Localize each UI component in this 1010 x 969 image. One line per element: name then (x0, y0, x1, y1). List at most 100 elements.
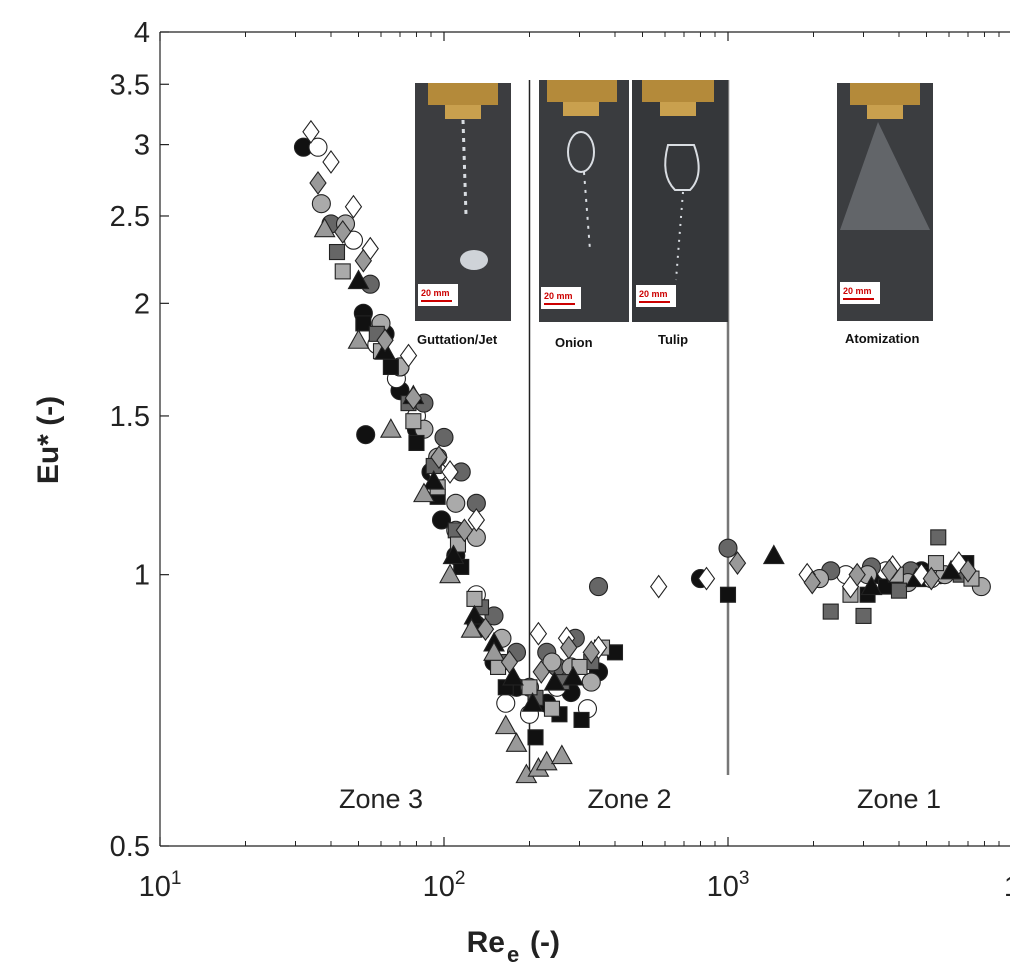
y-tick-label: 0.5 (110, 831, 150, 863)
data-point-square (334, 263, 351, 280)
data-point-diamond (728, 551, 747, 576)
data-points (293, 119, 991, 784)
data-point-triangle (379, 418, 402, 438)
x-axis-title-subscript: e (507, 942, 519, 964)
y-axis-title-text: Eu* (-) (32, 396, 65, 484)
data-point-square (855, 607, 872, 624)
axis-tick-labels: 101 102 103 1 0.5 1 1.5 2 2.5 3 3.5 4 (110, 17, 1010, 903)
data-point-triangle (860, 575, 883, 596)
spray-cone-icon (840, 122, 930, 230)
data-point-square (890, 582, 908, 599)
inset-scale-label: 20 mm (843, 286, 872, 296)
data-point-diamond (697, 566, 716, 591)
inset-scale-label: 20 mm (639, 289, 668, 299)
data-point-circle (718, 538, 738, 558)
data-point-triangle (413, 482, 435, 503)
zone-label: Zone 2 (587, 784, 671, 814)
data-point-circle (581, 672, 601, 692)
inset-atomization: 20 mm Atomization (837, 83, 933, 346)
data-point-diamond (529, 621, 548, 646)
data-point-diamond (803, 570, 821, 595)
data-point-square (822, 603, 839, 620)
data-point-diamond (322, 150, 340, 174)
data-point-square (573, 711, 590, 728)
inset-label-onion: Onion (555, 335, 593, 350)
data-point-diamond (334, 220, 352, 244)
x-axis-title: Re e (-) (467, 926, 560, 967)
data-point-square (382, 358, 399, 376)
y-tick-label: 1.5 (110, 401, 150, 433)
nozzle-icon (547, 80, 617, 102)
data-point-diamond (582, 640, 600, 665)
data-point-triangle (550, 744, 573, 765)
x-tick-label: 1 (1004, 871, 1010, 903)
zone-label: Zone 1 (857, 784, 941, 814)
data-point-triangle (505, 732, 528, 752)
data-point-square (466, 590, 483, 607)
data-point-circle (434, 427, 454, 447)
x-axis-title-unit: (-) (530, 926, 560, 959)
spray-stream (583, 171, 591, 251)
data-point-triangle (521, 692, 544, 712)
data-point-circle (308, 137, 328, 157)
data-point-diamond (302, 119, 320, 144)
data-point-square (328, 243, 346, 261)
y-tick-label: 3.5 (110, 69, 150, 101)
inset-scale-label: 20 mm (421, 288, 450, 298)
zone-labels: Zone 3 Zone 2 Zone 1 (339, 784, 941, 814)
inset-photo (632, 80, 728, 322)
data-point-square (527, 729, 544, 746)
data-point-triangle (535, 750, 558, 771)
data-point-triangle (313, 217, 336, 238)
y-tick-label: 4 (134, 17, 150, 49)
data-point-diamond (344, 194, 363, 219)
data-point-square (355, 315, 372, 332)
data-point-circle (311, 194, 331, 214)
data-point-diamond (476, 617, 495, 642)
data-point-square (930, 529, 947, 546)
inset-photo (539, 80, 629, 322)
x-axis-title-base: Re (467, 926, 505, 959)
y-tick-label: 1 (134, 560, 150, 592)
data-point-triangle (422, 469, 445, 490)
nozzle-icon (642, 80, 714, 102)
data-point-triangle (347, 269, 370, 290)
data-point-square (405, 413, 422, 430)
data-point-circle (542, 652, 562, 672)
data-point-diamond (441, 460, 459, 484)
inset-label-atomization: Atomization (845, 331, 919, 346)
data-point-diamond (430, 445, 448, 470)
data-point-diamond (649, 574, 668, 599)
data-point-triangle (460, 618, 483, 638)
data-point-triangle (562, 665, 585, 686)
x-tick-label: 103 (707, 868, 750, 903)
inset-onion: 20 mm Onion (539, 80, 629, 350)
data-point-diamond (880, 558, 899, 583)
data-point-diamond (354, 248, 373, 273)
data-point-square (543, 700, 561, 717)
data-point-square (927, 555, 945, 572)
x-tick-label: 101 (139, 868, 182, 903)
y-tick-label: 2.5 (110, 201, 150, 233)
inset-guttation-jet: 20 mm Guttation/Jet (415, 83, 511, 347)
axis-ticks (159, 31, 1000, 847)
nozzle-tip-icon (445, 105, 481, 119)
jet-stream (461, 119, 468, 216)
onion-sheet-icon (567, 131, 595, 173)
data-point-triangle (347, 329, 370, 349)
nozzle-icon (428, 83, 498, 105)
spray-stream (675, 191, 684, 281)
photo-insets: 20 mm Guttation/Jet 20 mm Onion (415, 80, 933, 350)
x-tick-label: 102 (423, 868, 466, 903)
tulip-sheet-icon (664, 144, 700, 191)
data-point-diamond (376, 328, 394, 353)
data-point-diamond (455, 518, 474, 543)
inset-label-tulip: Tulip (658, 332, 688, 347)
y-axis-title: Eu* (-) (32, 396, 65, 484)
data-point-triangle (543, 670, 566, 691)
nozzle-tip-icon (563, 102, 599, 116)
nozzle-tip-icon (660, 102, 696, 116)
y-tick-label: 3 (134, 130, 150, 162)
data-point-diamond (959, 558, 977, 583)
